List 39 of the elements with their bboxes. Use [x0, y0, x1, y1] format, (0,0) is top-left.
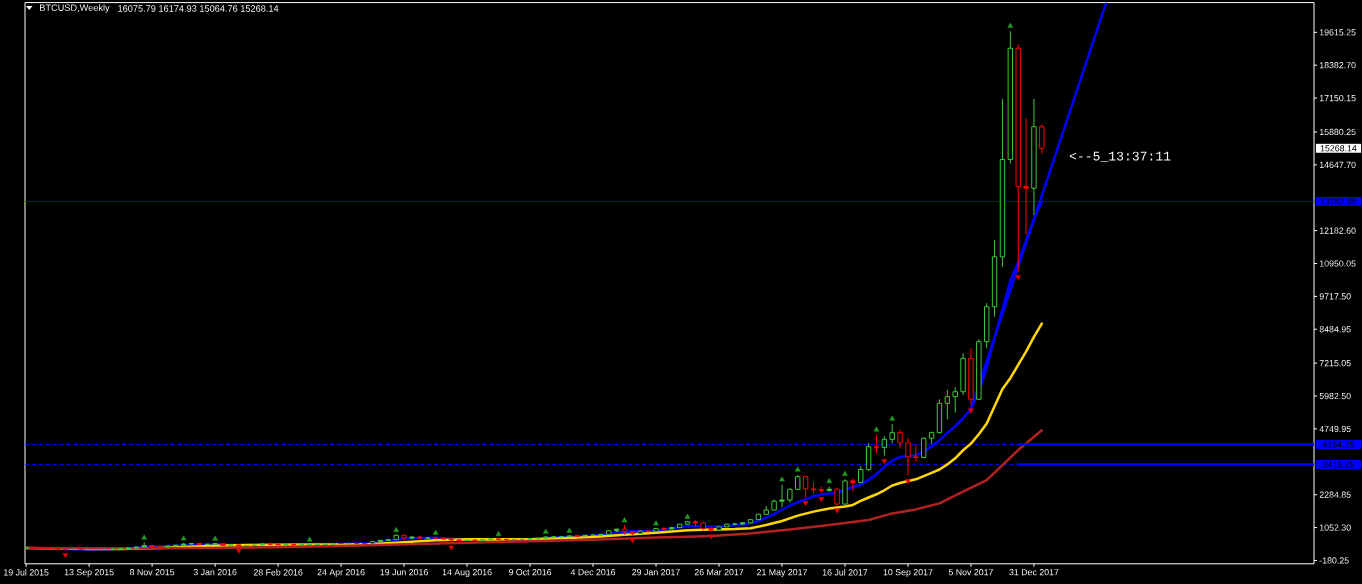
- x-tick-label: 16 Jul 2017: [822, 569, 868, 576]
- series-label: 4164.25: [1322, 441, 1354, 448]
- x-tick-label: 13 Sep 2015: [64, 569, 114, 578]
- y-tick-label: 19615.25: [1319, 29, 1356, 36]
- x-tick-label: 21 May 2017: [756, 569, 807, 578]
- y-tick-label: 12182.60: [1319, 227, 1356, 234]
- x-tick-label: 19 Jul 2015: [4, 569, 49, 576]
- y-tick-label: 18382.70: [1319, 62, 1356, 69]
- y-tick-label: 14647.70: [1319, 161, 1356, 168]
- series-label: 3415.25: [1322, 461, 1354, 468]
- x-tick-label: 26 Mar 2017: [694, 569, 744, 576]
- x-tick-label: 8 Nov 2015: [129, 569, 175, 576]
- y-tick-label: 9717.50: [1319, 293, 1351, 300]
- x-tick-label: 14 Aug 2016: [442, 569, 492, 578]
- x-tick-label: 28 Feb 2016: [253, 569, 303, 576]
- annotation: <--5_13:37:11: [1069, 151, 1171, 162]
- x-tick-label: 19 Jun 2016: [380, 569, 428, 576]
- chart-subtitle: 16075.79 16174.93 15064.76 15268.14: [118, 5, 279, 12]
- x-tick-label: 24 Apr 2016: [317, 569, 365, 578]
- ref-line-label: 13282.85: [1320, 198, 1357, 205]
- x-tick-label: 31 Dec 2017: [1009, 569, 1059, 576]
- y-tick-label: 17150.15: [1319, 94, 1356, 102]
- y-tick-label: 2284.85: [1319, 491, 1351, 498]
- x-tick-label: 29 Jan 2017: [632, 569, 680, 576]
- x-tick-label: 5 Nov 2017: [948, 569, 993, 576]
- text: 15268.14: [1320, 145, 1357, 152]
- y-tick-label: 4749.95: [1319, 425, 1351, 433]
- y-tick-label: 10950.05: [1319, 260, 1356, 267]
- y-tick-label: 5982.50: [1319, 392, 1351, 400]
- x-tick-label: 4 Dec 2016: [570, 569, 616, 576]
- y-tick-label: -180.25: [1319, 557, 1349, 564]
- y-tick-label: 7215.05: [1319, 360, 1351, 367]
- y-tick-label: 8484.95: [1319, 326, 1351, 333]
- x-tick-label: 3 Jan 2016: [193, 569, 237, 576]
- chart-title: BTCUSD,Weekly: [40, 4, 110, 13]
- x-tick-label: 9 Oct 2016: [508, 569, 552, 576]
- y-tick-label: 1052.30: [1319, 524, 1351, 531]
- y-tick-label: 15880.25: [1319, 128, 1356, 136]
- x-tick-label: 10 Sep 2017: [883, 569, 933, 578]
